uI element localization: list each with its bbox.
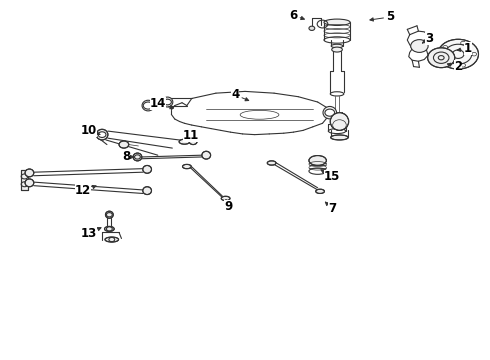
Circle shape <box>309 26 315 31</box>
Ellipse shape <box>105 211 113 218</box>
Ellipse shape <box>104 226 114 231</box>
Text: 9: 9 <box>224 199 232 213</box>
Text: 14: 14 <box>149 97 173 110</box>
Circle shape <box>98 132 106 138</box>
Bar <box>21 170 28 190</box>
Text: 5: 5 <box>370 10 394 23</box>
Text: 10: 10 <box>81 124 100 137</box>
Text: 3: 3 <box>422 32 433 45</box>
Ellipse shape <box>105 237 119 242</box>
Ellipse shape <box>25 179 34 187</box>
Ellipse shape <box>182 165 191 168</box>
Ellipse shape <box>96 129 108 140</box>
Circle shape <box>438 39 479 69</box>
Ellipse shape <box>331 44 343 48</box>
Text: 7: 7 <box>325 202 336 215</box>
Text: 2: 2 <box>447 60 462 73</box>
Ellipse shape <box>179 139 190 144</box>
Text: 13: 13 <box>81 227 101 240</box>
Ellipse shape <box>309 156 326 166</box>
Ellipse shape <box>25 169 34 177</box>
Ellipse shape <box>323 107 337 119</box>
Ellipse shape <box>331 135 348 140</box>
Ellipse shape <box>133 153 142 161</box>
Circle shape <box>164 99 171 105</box>
Text: 6: 6 <box>289 9 304 22</box>
Ellipse shape <box>162 97 173 107</box>
Circle shape <box>411 40 428 53</box>
Circle shape <box>428 48 455 68</box>
Bar <box>21 170 28 190</box>
Ellipse shape <box>330 113 349 130</box>
Circle shape <box>325 109 335 116</box>
Ellipse shape <box>142 100 154 111</box>
Text: 11: 11 <box>183 129 199 142</box>
Ellipse shape <box>324 19 350 26</box>
Ellipse shape <box>332 47 343 52</box>
Circle shape <box>189 139 197 145</box>
Ellipse shape <box>143 166 151 173</box>
Text: 12: 12 <box>74 184 96 197</box>
Ellipse shape <box>202 151 211 159</box>
Ellipse shape <box>221 196 230 201</box>
Ellipse shape <box>267 161 276 165</box>
Ellipse shape <box>316 189 324 193</box>
Text: 1: 1 <box>457 42 472 55</box>
Circle shape <box>119 141 129 148</box>
Text: 4: 4 <box>231 89 249 102</box>
Circle shape <box>143 102 153 109</box>
Text: 15: 15 <box>321 170 341 183</box>
Ellipse shape <box>143 187 151 194</box>
Text: 8: 8 <box>122 150 134 163</box>
